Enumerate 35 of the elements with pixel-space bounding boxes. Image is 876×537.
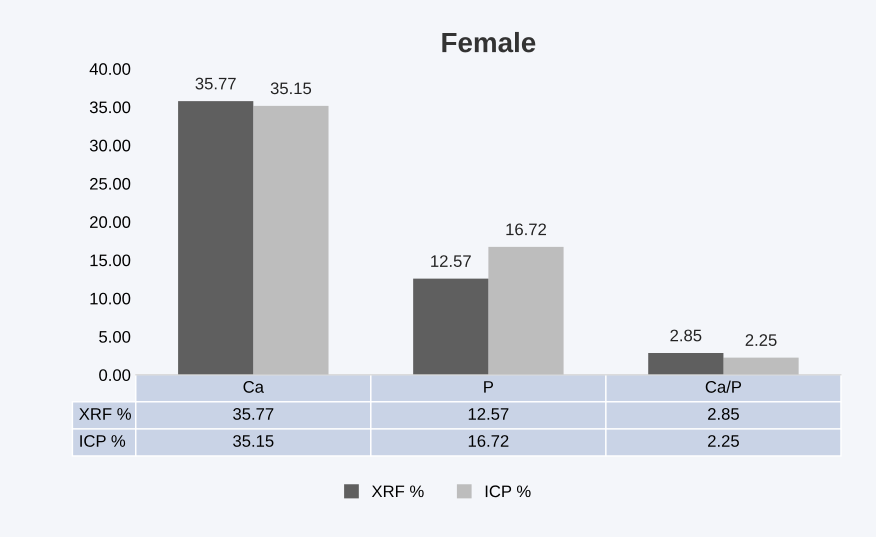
text: 16.72 bbox=[506, 223, 546, 236]
text: 35.15 bbox=[270, 82, 312, 94]
text: 12.57 bbox=[431, 255, 471, 268]
bar bbox=[648, 353, 724, 375]
y-tick-label: 15.00 bbox=[90, 254, 130, 266]
text: 2.85 bbox=[670, 330, 702, 342]
y-tick-label: 25.00 bbox=[90, 178, 130, 190]
y-tick-label: 5.00 bbox=[99, 330, 130, 343]
data-label: 2.85 bbox=[708, 408, 739, 420]
data-label: 12.57 bbox=[468, 408, 508, 420]
data-label: 16.72 bbox=[468, 435, 508, 447]
data-label: 2.25 bbox=[708, 435, 739, 447]
y-tick-label: 30.00 bbox=[90, 140, 130, 152]
legend-label: XRF % bbox=[372, 485, 424, 498]
data-label: 35.15 bbox=[233, 435, 274, 447]
text: XRF % bbox=[79, 408, 131, 420]
y-tick-label: 35.00 bbox=[90, 101, 130, 114]
bar bbox=[413, 278, 488, 375]
bar bbox=[253, 106, 329, 375]
legend-label: ICP % bbox=[486, 485, 531, 498]
x-tick-label: Ca/P bbox=[706, 380, 742, 393]
data-label: 35.77 bbox=[233, 408, 274, 420]
y-tick-label: 20.00 bbox=[90, 216, 130, 228]
bar bbox=[178, 101, 254, 375]
y-tick-label: 10.00 bbox=[90, 292, 130, 305]
y-tick-label: 0.00 bbox=[99, 369, 130, 382]
x-tick-label: P bbox=[484, 381, 494, 393]
text: 35.77 bbox=[195, 78, 236, 90]
text: 2.25 bbox=[746, 334, 777, 346]
x-tick-label: Ca bbox=[244, 381, 264, 393]
bar bbox=[723, 358, 799, 375]
y-tick-label: 40.00 bbox=[90, 63, 130, 75]
bar bbox=[488, 246, 564, 375]
text: ICP % bbox=[80, 435, 126, 447]
chart-title: Female bbox=[442, 32, 536, 52]
